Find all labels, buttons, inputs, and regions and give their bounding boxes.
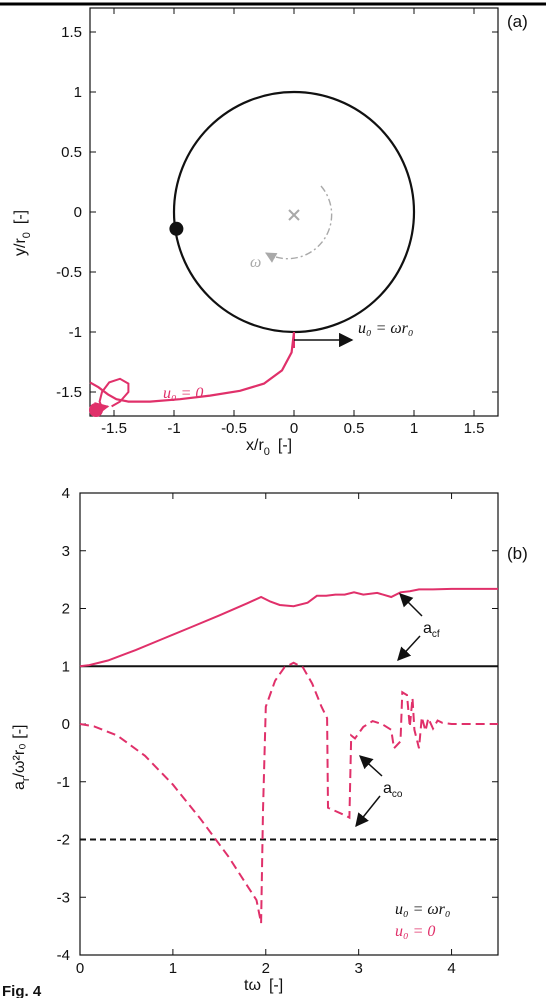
x-tick-label: 0 [76,960,84,977]
y-tick-label: 3 [62,543,70,560]
x-tick-label: 1.5 [464,420,485,437]
panel-a-ticks [90,8,498,416]
a-cf-arrow-up [399,593,423,617]
label-u0-omega-r0: u₀ = ωr₀ [358,320,413,337]
omega-label: ω [250,254,261,271]
legend-magenta: u₀ = 0 [395,923,435,940]
x-tick-label: 1 [410,420,418,437]
panel-a-x-axis-label: x/r0 [-] [246,437,292,458]
panel-a-y-tick-labels: -1.5 -1 -0.5 0 0.5 1 1.5 [56,24,82,401]
panel-a: -1.5 -1 -0.5 0 0.5 1 1.5 -1.5-1-0.500.511.5 ω … [12,7,528,458]
trajectory-end-loop [94,377,130,416]
unit-circle-trajectory [172,90,416,334]
panel-b-x-axis-label: tω [-] [244,977,283,994]
series-line-3 [79,661,498,924]
a-co-arrow-down [355,795,381,828]
panel-a-y-axis-label: y/r0[-] [12,210,33,256]
x-tick-label: -1 [167,420,180,437]
y-tick-label: -3 [57,889,70,906]
series-line-2 [79,587,498,668]
a-cf-label: acf [423,620,440,640]
x-tick-label: -1.5 [101,420,127,437]
y-tick-label: 1.5 [61,24,82,41]
y-tick-label: 1 [62,658,70,675]
x-tick-label: -0.5 [221,420,247,437]
y-tick-label: 0 [62,716,70,733]
y-tick-label: -1 [57,774,70,791]
y-tick-label: 4 [62,485,70,502]
x-tick-label: 1 [169,960,177,977]
y-tick-label: -2 [57,832,70,849]
a-co-label: aco [383,780,403,800]
start-point-black [169,221,184,236]
y-tick-label: 2 [62,601,70,618]
panel-b-x-tick-labels: 0 1 2 3 4 [76,960,456,977]
panel-b-y-tick-labels: -4 -3 -2 -1 0 1 2 3 4 [57,485,70,964]
y-tick-label: -1.5 [56,384,82,401]
y-tick-label: -4 [57,947,70,964]
center-cross-line-2 [288,209,300,221]
panel-b-y-axis-label: ar/ω²r₀ [-] [11,725,32,790]
panel-a-frame [89,7,499,417]
y-tick-label: 1 [74,84,82,101]
legend-black: u₀ = ωr₀ [395,901,450,918]
panel-b-frame [79,492,499,956]
a-co-arrow-up [359,755,383,777]
panel-a-x-tick-labels: -1.5 -1 -0.5 0 0.5 1 1.5 [101,420,484,437]
a-cf-arrow-down [397,635,421,661]
x-tick-label: 0 [290,420,298,437]
panel-b: 0 1 2 3 4 -4 -3 -2 -1 0 1 2 3 4 acf aco u₀ = ωr₀ u₀ … [11,485,528,994]
rotation-arc-arrow [265,185,333,263]
y-tick-label: 0.5 [61,144,82,161]
panel-a-label: (a) [507,12,528,31]
x-tick-label: 2 [262,960,270,977]
panel-b-series [79,587,498,924]
end-point-magenta [89,403,103,417]
trajectory-u0-zero [89,331,296,403]
x-tick-label: 0.5 [344,420,365,437]
y-tick-label: -1 [69,324,82,341]
panel-b-ticks [79,492,498,956]
y-tick-label: 0 [74,204,82,221]
x-tick-label: 4 [447,960,455,977]
x-tick-label: 3 [354,960,362,977]
y-tick-label: -0.5 [56,264,82,281]
label-u0-zero: u₀ = 0 [163,385,203,402]
panel-b-label: (b) [507,544,528,563]
figure-caption: Fig. 4 [2,983,42,998]
